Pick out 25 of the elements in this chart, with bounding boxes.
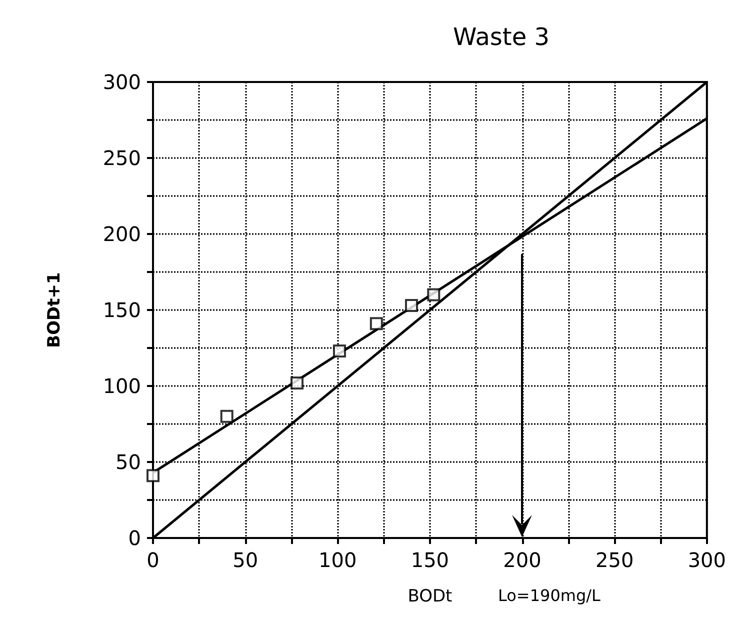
y-tick-label: 0 — [128, 526, 141, 550]
x-tick-label: 50 — [232, 548, 258, 572]
y-tick-label: 50 — [116, 450, 141, 474]
point — [290, 376, 304, 390]
y-tick-label: 100 — [102, 374, 141, 398]
y-axis-title: BODt+1 — [44, 272, 64, 348]
x-tick-label: 100 — [318, 548, 357, 572]
point — [146, 469, 160, 482]
x-axis-title: BODt — [408, 586, 453, 606]
text: Lo=190mg/L — [498, 586, 600, 605]
x-tick-label: 150 — [410, 548, 450, 572]
point — [427, 288, 440, 302]
point — [404, 298, 418, 312]
y-tick-label: 300 — [102, 70, 141, 94]
x-tick-label: 250 — [596, 548, 634, 572]
chart-title: Waste 3 — [453, 23, 550, 51]
y-tick-label: 150 — [102, 298, 141, 322]
x-tick-label: 300 — [688, 548, 726, 572]
point — [220, 410, 234, 423]
point — [332, 344, 346, 358]
y-tick-label: 200 — [102, 222, 141, 246]
point — [370, 317, 383, 330]
x-tick-label: 0 — [146, 548, 160, 572]
x-tick-label: 200 — [503, 548, 542, 572]
y-tick-label: 250 — [102, 146, 141, 170]
